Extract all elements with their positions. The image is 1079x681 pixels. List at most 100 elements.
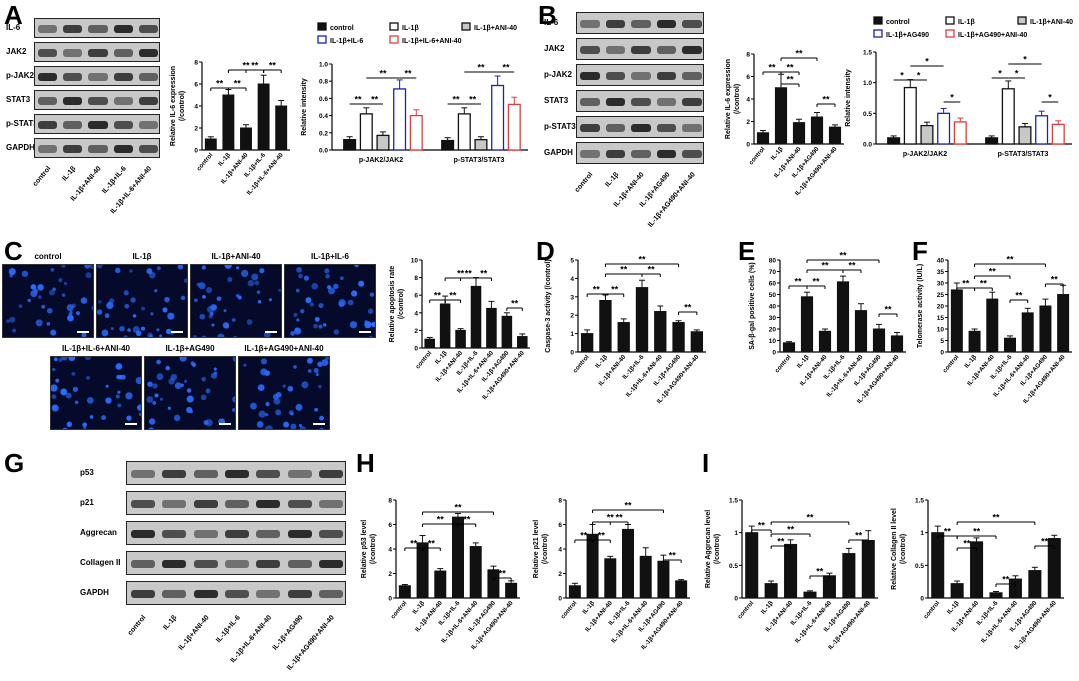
- bar-il-1beta: [950, 583, 964, 599]
- blot-strip-stat3: [576, 90, 704, 112]
- nucleus: [53, 357, 58, 362]
- legend-swatch-il-1beta-il-6-ani-40: [389, 35, 399, 44]
- significance-label: **: [855, 531, 863, 541]
- chart-f-telomerase-activity: Telomerase activity (IU/L) 0 5 10 15 20 25 30 35…: [917, 255, 1072, 405]
- blot-band: [256, 499, 281, 509]
- nucleus: [115, 267, 121, 274]
- blot-band: [113, 121, 133, 129]
- significance-label: **: [452, 95, 460, 105]
- blot-band: [162, 499, 187, 509]
- nucleus: [71, 371, 76, 376]
- scale-bar: [171, 331, 183, 333]
- blot-band: [605, 46, 626, 54]
- bar-il-1beta-il-6: [257, 83, 270, 151]
- significance-label: **: [992, 513, 1000, 523]
- y-tick-label: 80: [769, 258, 777, 265]
- micrograph-label-il-1beta-il-6: IL-1β+IL-6: [311, 252, 349, 261]
- blot-band: [682, 46, 702, 54]
- significance-label: *: [950, 93, 954, 103]
- nucleus: [354, 265, 359, 268]
- western-blot-a: IL-6 JAK2 p-JAK2 STAT3 p-STAT3 GAPDH control IL…: [0, 0, 165, 230]
- bar-p-jak2-jak2-il-1beta: [903, 86, 917, 145]
- bar-il-1beta: [416, 542, 429, 599]
- y-tick-label: 0.0: [319, 148, 328, 155]
- nucleus: [71, 303, 77, 308]
- blot-band: [130, 589, 155, 599]
- bar-il-1beta-il-6-ani-40: [854, 310, 868, 353]
- nucleus: [202, 335, 207, 337]
- y-tick-label: 4: [558, 547, 562, 554]
- significance-label: **: [669, 551, 677, 561]
- blot-band: [656, 20, 677, 28]
- x-tick-label: p-STAT3/STAT3: [454, 157, 505, 164]
- significance-label: **: [404, 69, 412, 79]
- nucleus: [296, 266, 302, 273]
- bar-il-1beta-ag490: [810, 116, 824, 145]
- blot-band: [631, 20, 651, 28]
- y-axis-label: Telomerase activity (IU/L): [917, 264, 924, 348]
- nucleus: [86, 397, 94, 404]
- bar-il-1beta-ag490-ani-40: [675, 580, 688, 599]
- significance-label: **: [607, 513, 615, 523]
- y-tick-label: 6: [414, 293, 418, 300]
- nucleus: [199, 313, 206, 320]
- blot-band: [38, 73, 58, 81]
- blot-lane-label: IL-1β: [61, 165, 78, 183]
- nucleus: [217, 333, 225, 337]
- blot-band: [631, 46, 651, 54]
- nucleus: [247, 279, 255, 287]
- blot-band: [580, 124, 600, 132]
- nucleus: [126, 415, 132, 421]
- chart-h-p21-level: Relative p21 level (/control) 0 2 4 6 8 control…: [533, 498, 690, 651]
- bar-control: [398, 585, 411, 599]
- blot-band: [88, 49, 108, 57]
- y-tick-label: 8: [194, 60, 198, 67]
- y-axis-label: SA-β-gal positive cells (%): [749, 262, 756, 350]
- nucleus: [51, 384, 58, 392]
- blot-row-label-p-stat3: p-STAT3: [6, 119, 38, 128]
- x-tick-label: IL-1β: [760, 600, 775, 616]
- nucleus: [319, 427, 324, 429]
- chart-c-apoptosis-rate: Relative apoptosis rate (/control) 0 2 4 6 8 10…: [389, 258, 530, 401]
- nucleus: [68, 357, 76, 362]
- y-tick-label: 10: [769, 338, 777, 345]
- nucleus: [340, 276, 344, 281]
- nucleus: [224, 265, 232, 269]
- blot-row-label-gapdh: GAPDH: [544, 148, 573, 157]
- x-tick-label: control: [736, 600, 755, 621]
- nucleus: [232, 357, 235, 362]
- bar-il-1beta-ani-40: [455, 329, 466, 349]
- y-tick-label: 0: [772, 350, 776, 357]
- nucleus: [165, 328, 172, 335]
- significance-label: **: [469, 95, 477, 105]
- y-axis-label: Relative p21 level: [533, 520, 540, 578]
- bar-il-1beta-ag490: [501, 315, 513, 349]
- significance-label: *: [925, 57, 929, 67]
- nucleus: [369, 292, 375, 297]
- significance-label: **: [499, 569, 507, 579]
- legend-entry: IL-1β: [402, 25, 419, 32]
- y-tick-label: 20: [937, 304, 945, 311]
- blot-band: [113, 73, 133, 81]
- blot-band: [88, 145, 108, 153]
- nucleus: [164, 296, 170, 303]
- bar-il-1beta-ani-40: [784, 543, 798, 599]
- panel-letter-c: C: [4, 236, 23, 266]
- significance-label: *: [1048, 93, 1052, 103]
- nucleus: [293, 365, 297, 369]
- nucleus: [301, 381, 309, 389]
- bar-il-1beta-ag490-ani-40: [1047, 538, 1061, 599]
- blot-band: [580, 150, 600, 158]
- blot-row-label-p53: p53: [80, 468, 94, 477]
- nucleus: [108, 298, 115, 304]
- bar-il-1beta-il-6: [1004, 337, 1016, 353]
- bar-p-jak2-jak2-il-1beta-ani-40: [920, 124, 934, 145]
- legend-a: control IL-1β IL-1β+ANI-40 IL-1β+IL-6 IL-1β+…: [317, 22, 517, 45]
- nucleus: [74, 400, 79, 405]
- blot-row-label-p-jak2: p-JAK2: [544, 70, 573, 79]
- blot-row-label-gapdh: GAPDH: [80, 588, 109, 597]
- x-tick-label: IL-1β: [770, 146, 785, 162]
- blot-band: [38, 97, 58, 105]
- nucleus: [296, 318, 300, 322]
- micrograph-label-il-1beta-il-6-ani-40: IL-1β+IL-6+ANI-40: [61, 344, 130, 353]
